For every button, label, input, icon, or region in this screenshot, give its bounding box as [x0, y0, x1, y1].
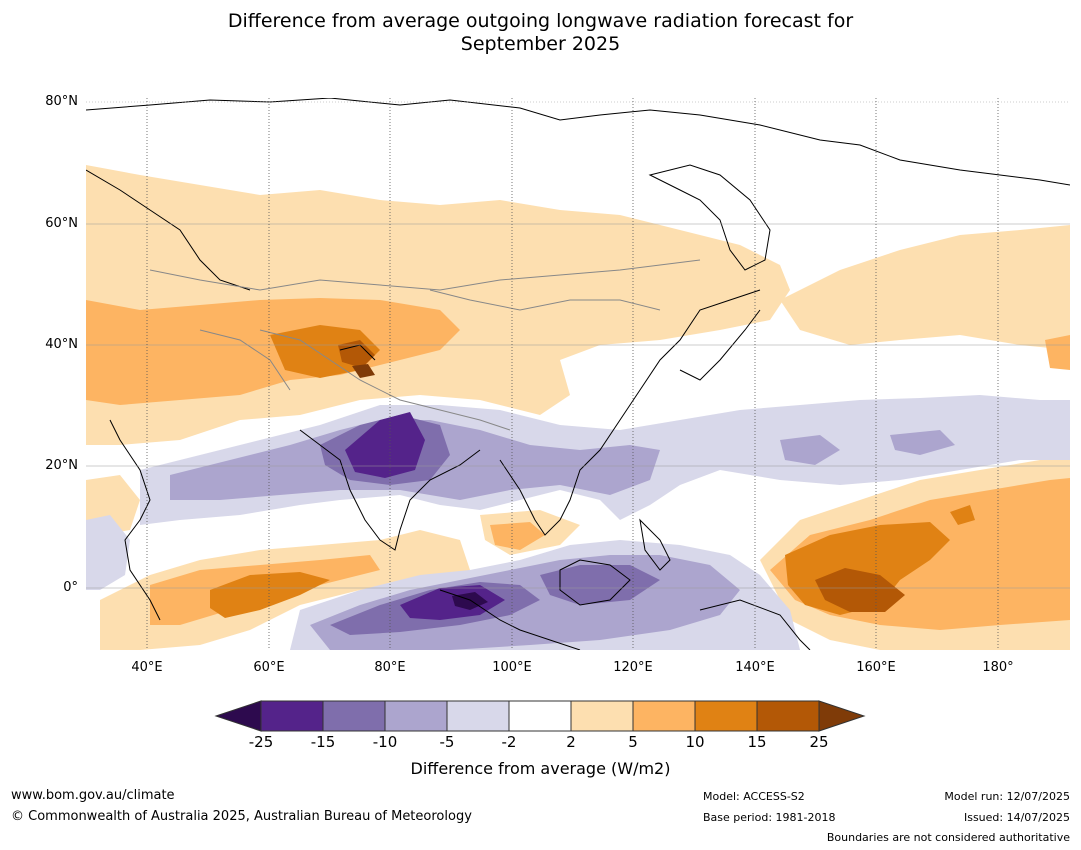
anomaly-positive-tibet-max — [352, 364, 375, 378]
anomaly-negative-india-peak — [345, 412, 425, 478]
colorbar-swatch-6 — [570, 700, 634, 732]
lon-tick-label: 80°E — [374, 660, 406, 675]
colorbar — [214, 700, 866, 732]
lat-tick-label: 40°N — [45, 337, 78, 352]
anomaly-negative-pacific-blob — [780, 435, 840, 465]
colorbar-title: Difference from average (W/m2) — [410, 759, 671, 778]
anomaly-field — [86, 98, 1070, 650]
lon-tick-label: 40°E — [131, 660, 163, 675]
longitude-gridlines — [146, 98, 999, 650]
lon-tick-label: 100°E — [492, 660, 532, 675]
footer-issued: Issued: 14/07/2025 — [963, 811, 1070, 824]
anomaly-positive-tibet-peak — [338, 340, 375, 368]
footer-base-period: Base period: 1981-2018 — [703, 811, 836, 824]
colorbar-swatch-1 — [260, 700, 324, 732]
colorbar-tick-label: -15 — [310, 733, 336, 751]
country-boundaries — [149, 259, 701, 431]
colorbar-swatch-7 — [632, 700, 696, 732]
anomaly-positive-north-pacific — [780, 225, 1070, 350]
footer-copyright: © Commonwealth of Australia 2025, Austra… — [11, 809, 472, 824]
anomaly-negative-indo-peak — [400, 585, 505, 620]
anomaly-negative-africa — [86, 515, 130, 590]
colorbar-tick-label: -25 — [248, 733, 274, 751]
footer-model-run: Model run: 12/07/2025 — [944, 790, 1070, 803]
colorbar-tick-label: 2 — [566, 733, 576, 751]
lat-tick-label: 20°N — [45, 458, 78, 473]
colorbar-swatch-4 — [446, 700, 510, 732]
colorbar-swatch-8 — [694, 700, 758, 732]
colorbar-tick-label: -2 — [501, 733, 517, 751]
anomaly-positive-bay-core — [490, 522, 545, 550]
lon-tick-label: 60°E — [253, 660, 285, 675]
anomaly-positive-east-edge — [1045, 335, 1070, 370]
colorbar-tick-label: -10 — [372, 733, 398, 751]
chart-title: Difference from average outgoing longwav… — [0, 10, 1081, 56]
colorbar-extend-low — [214, 700, 262, 732]
anomaly-positive-wp-peak — [815, 568, 905, 612]
anomaly-positive-io-core — [210, 572, 330, 618]
colorbar-tick-label: 10 — [685, 733, 705, 751]
colorbar-tick-label: 25 — [809, 733, 829, 751]
colorbar-tick-label: 15 — [747, 733, 767, 751]
latitude-gridlines — [86, 101, 1070, 589]
colorbar-swatch-3 — [384, 700, 448, 732]
lon-tick-label: 120°E — [613, 660, 653, 675]
colorbar-tick-label: 5 — [628, 733, 638, 751]
anomaly-positive-wp-spot — [950, 505, 975, 525]
title-line-2: September 2025 — [460, 33, 621, 55]
colorbar-tick-label: -5 — [439, 733, 455, 751]
footer-url[interactable]: www.bom.gov.au/climate — [11, 788, 175, 803]
lon-tick-label: 160°E — [856, 660, 896, 675]
lat-tick-label: 60°N — [45, 216, 78, 231]
lon-tick-label: 140°E — [735, 660, 775, 675]
footer-model: Model: ACCESS-S2 — [703, 790, 805, 803]
lat-tick-label: 80°N — [45, 94, 78, 109]
anomaly-positive-central-asia — [86, 298, 460, 405]
coastlines — [86, 98, 1070, 650]
anomaly-negative-pacific-blob-2 — [890, 430, 955, 455]
lat-tick-label: 0° — [63, 580, 78, 595]
colorbar-extend-high — [818, 700, 866, 732]
lon-tick-label: 180° — [982, 660, 1014, 675]
colorbar-swatch-2 — [322, 700, 386, 732]
colorbar-swatch-5 — [508, 700, 572, 732]
colorbar-swatch-9 — [756, 700, 820, 732]
anomaly-negative-borneo — [540, 565, 660, 605]
title-line-1: Difference from average outgoing longwav… — [227, 10, 854, 32]
footer-disclaimer: Boundaries are not considered authoritat… — [826, 831, 1070, 844]
